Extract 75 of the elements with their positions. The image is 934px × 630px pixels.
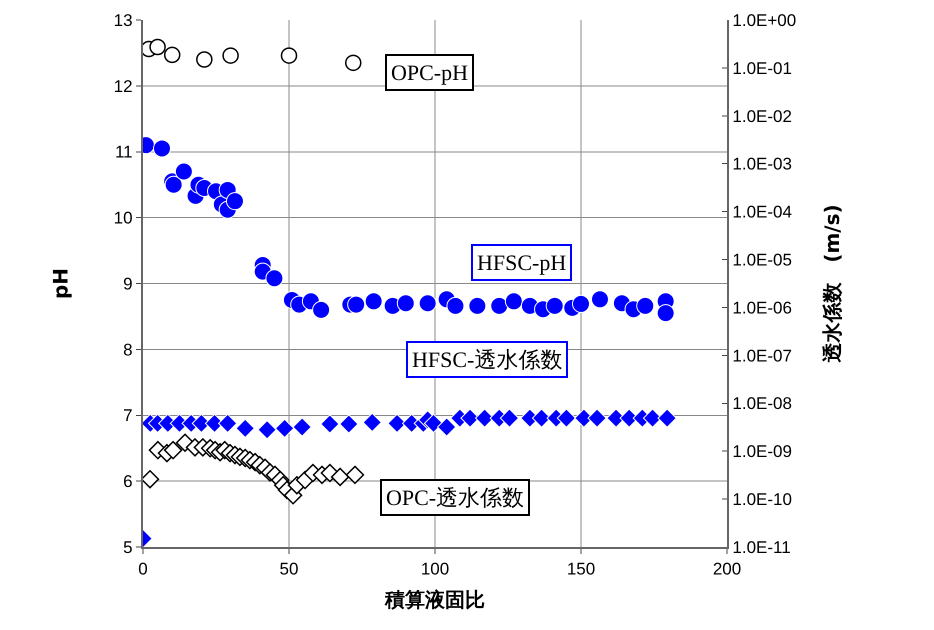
point [275, 418, 294, 438]
y2-tick-label: 1.0E-02 [732, 106, 792, 126]
y2-tick-label: 1.0E-11 [732, 538, 791, 557]
y2-tick-label: 1.0E-05 [732, 250, 792, 270]
y-tick-label: 10 [114, 208, 133, 228]
point [590, 290, 609, 308]
y-tick-label: 6 [123, 472, 133, 492]
y2-tick-label: 1.0E-01 [732, 58, 792, 78]
point [556, 408, 576, 428]
x-tick-label: 200 [712, 559, 742, 578]
x-tick-label: 0 [138, 559, 148, 578]
y2-tick-label: 1.0E-10 [732, 490, 792, 510]
y2-tick-label: 1.0E-03 [732, 154, 792, 174]
y-tick-label: 13 [114, 10, 133, 30]
x-tick-label: 50 [280, 559, 298, 578]
point [362, 412, 382, 432]
y-tick-label: 12 [114, 76, 133, 96]
point [164, 440, 182, 460]
y-tick-label: 7 [123, 406, 133, 426]
y2-tick-label: 1.0E+00 [732, 10, 796, 30]
point [446, 296, 464, 315]
y-tick-label: 11 [114, 142, 133, 162]
y-tick-label: 9 [123, 274, 133, 294]
point [174, 162, 193, 180]
point [330, 468, 350, 486]
point [312, 300, 330, 319]
point [424, 414, 444, 433]
series-label: HFSC-pH [477, 250, 566, 275]
x-tick-label: 100 [420, 559, 450, 578]
point [347, 296, 366, 314]
point [280, 47, 298, 64]
point [504, 292, 523, 310]
point [658, 408, 677, 428]
point [656, 304, 675, 322]
point [346, 466, 364, 484]
point [546, 296, 564, 315]
point [396, 294, 415, 312]
point [236, 418, 255, 438]
point [490, 296, 508, 315]
point [292, 417, 312, 437]
point [222, 47, 239, 64]
point [265, 269, 284, 288]
point [196, 51, 213, 68]
y2-tick-label: 1.0E-06 [732, 298, 792, 318]
point [500, 408, 520, 428]
point [149, 38, 166, 56]
series-label: HFSC-透水係数 [412, 347, 562, 372]
x-tick-label: 150 [566, 559, 596, 578]
point [437, 417, 456, 437]
x-axis-title: 積算液固比 [384, 587, 485, 612]
point [218, 414, 238, 433]
point [636, 296, 654, 315]
point [320, 414, 340, 434]
point [258, 420, 277, 440]
y2-tick-label: 1.0E-08 [732, 394, 792, 414]
y-tick-label: 5 [123, 538, 133, 557]
point [364, 292, 383, 310]
point [418, 294, 437, 312]
point [164, 176, 183, 194]
point [572, 294, 590, 313]
point [339, 414, 358, 434]
series-label: OPC-pH [391, 60, 468, 85]
point [468, 296, 486, 315]
point [164, 46, 180, 64]
point [344, 54, 362, 72]
y-axis-title: pH [48, 268, 73, 300]
series-label: OPC-透水係数 [386, 485, 524, 510]
y2-tick-label: 1.0E-07 [732, 346, 792, 366]
point [587, 408, 607, 428]
y2-axis-title: 透水係数 (m/s) [820, 204, 844, 364]
point [152, 139, 171, 158]
y2-tick-label: 1.0E-09 [732, 442, 792, 462]
y-tick-label: 8 [123, 340, 133, 360]
y2-tick-label: 1.0E-04 [732, 202, 792, 222]
point [226, 192, 244, 210]
